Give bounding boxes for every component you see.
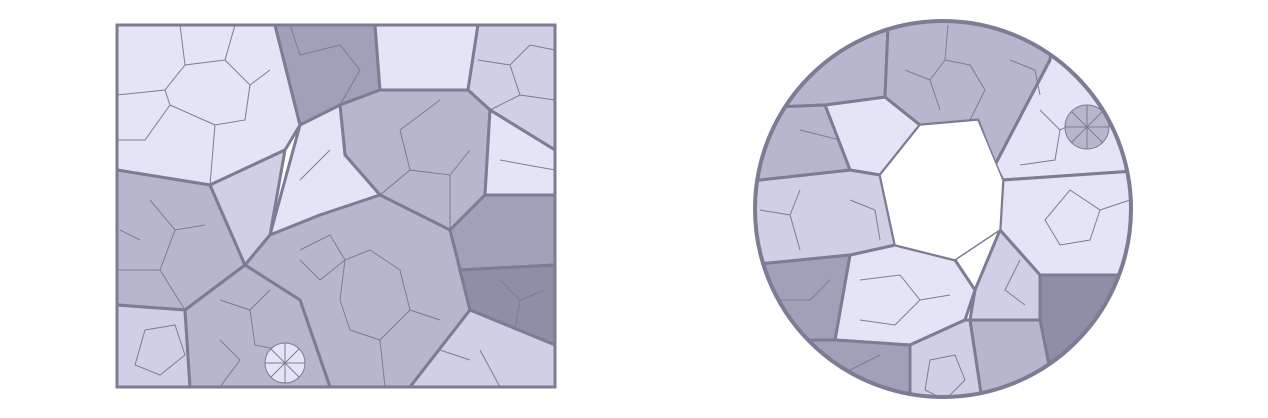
cell: [408, 308, 555, 387]
cell: [1038, 273, 1131, 397]
cell: [117, 303, 192, 387]
dense-lines: [265, 343, 305, 383]
cell: [483, 108, 555, 197]
subcell-lines: [759, 24, 1131, 397]
cell: [755, 253, 852, 397]
rectangle-treemap: [117, 25, 555, 387]
dense-lines: [1065, 105, 1109, 149]
ring-treemap: [755, 21, 1131, 397]
cell: [373, 25, 480, 92]
subcell-lines: [117, 25, 555, 387]
ring-hole: [879, 119, 1004, 261]
cell: [458, 263, 555, 347]
rectangle-border: [115, 23, 557, 389]
cell: [798, 338, 912, 397]
cell: [755, 103, 852, 182]
ring-border: [753, 19, 1133, 399]
